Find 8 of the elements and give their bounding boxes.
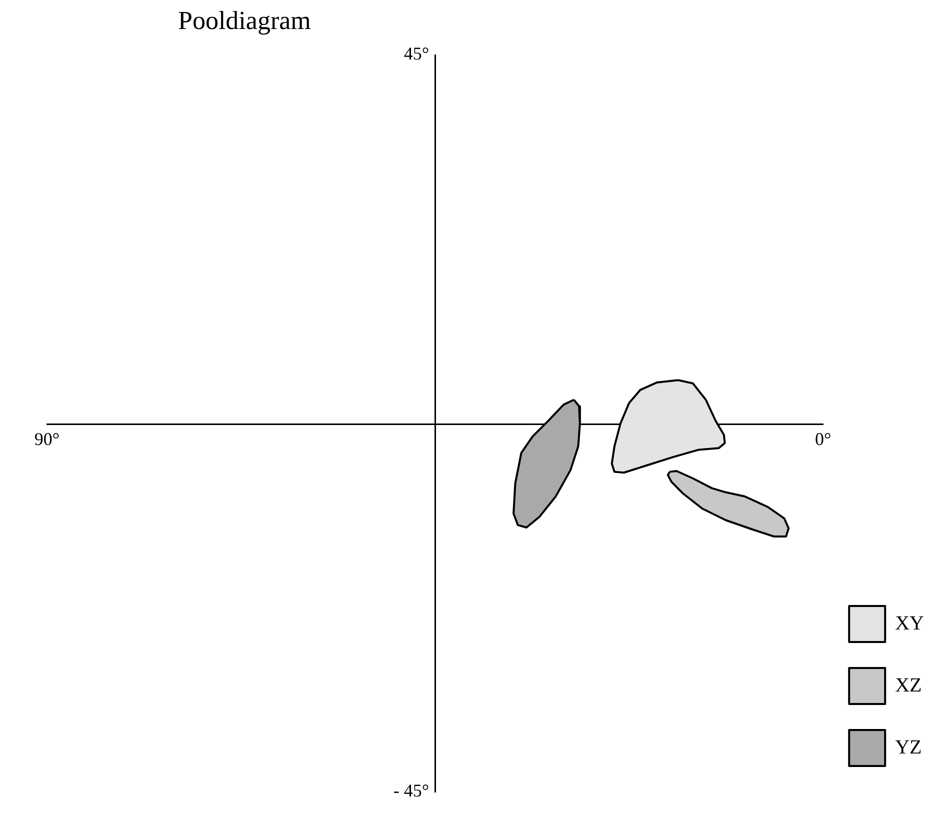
legend-label: YZ — [895, 736, 922, 758]
x-tick-label: 90° — [34, 429, 60, 450]
legend-label: XY — [895, 612, 924, 634]
x-tick-label: 0° — [815, 429, 832, 450]
legend-label: XZ — [895, 674, 922, 696]
y-tick-label: - 45° — [393, 780, 430, 801]
chart-title: Pooldiagram — [178, 6, 311, 36]
y-tick-label: 45° — [404, 44, 430, 64]
